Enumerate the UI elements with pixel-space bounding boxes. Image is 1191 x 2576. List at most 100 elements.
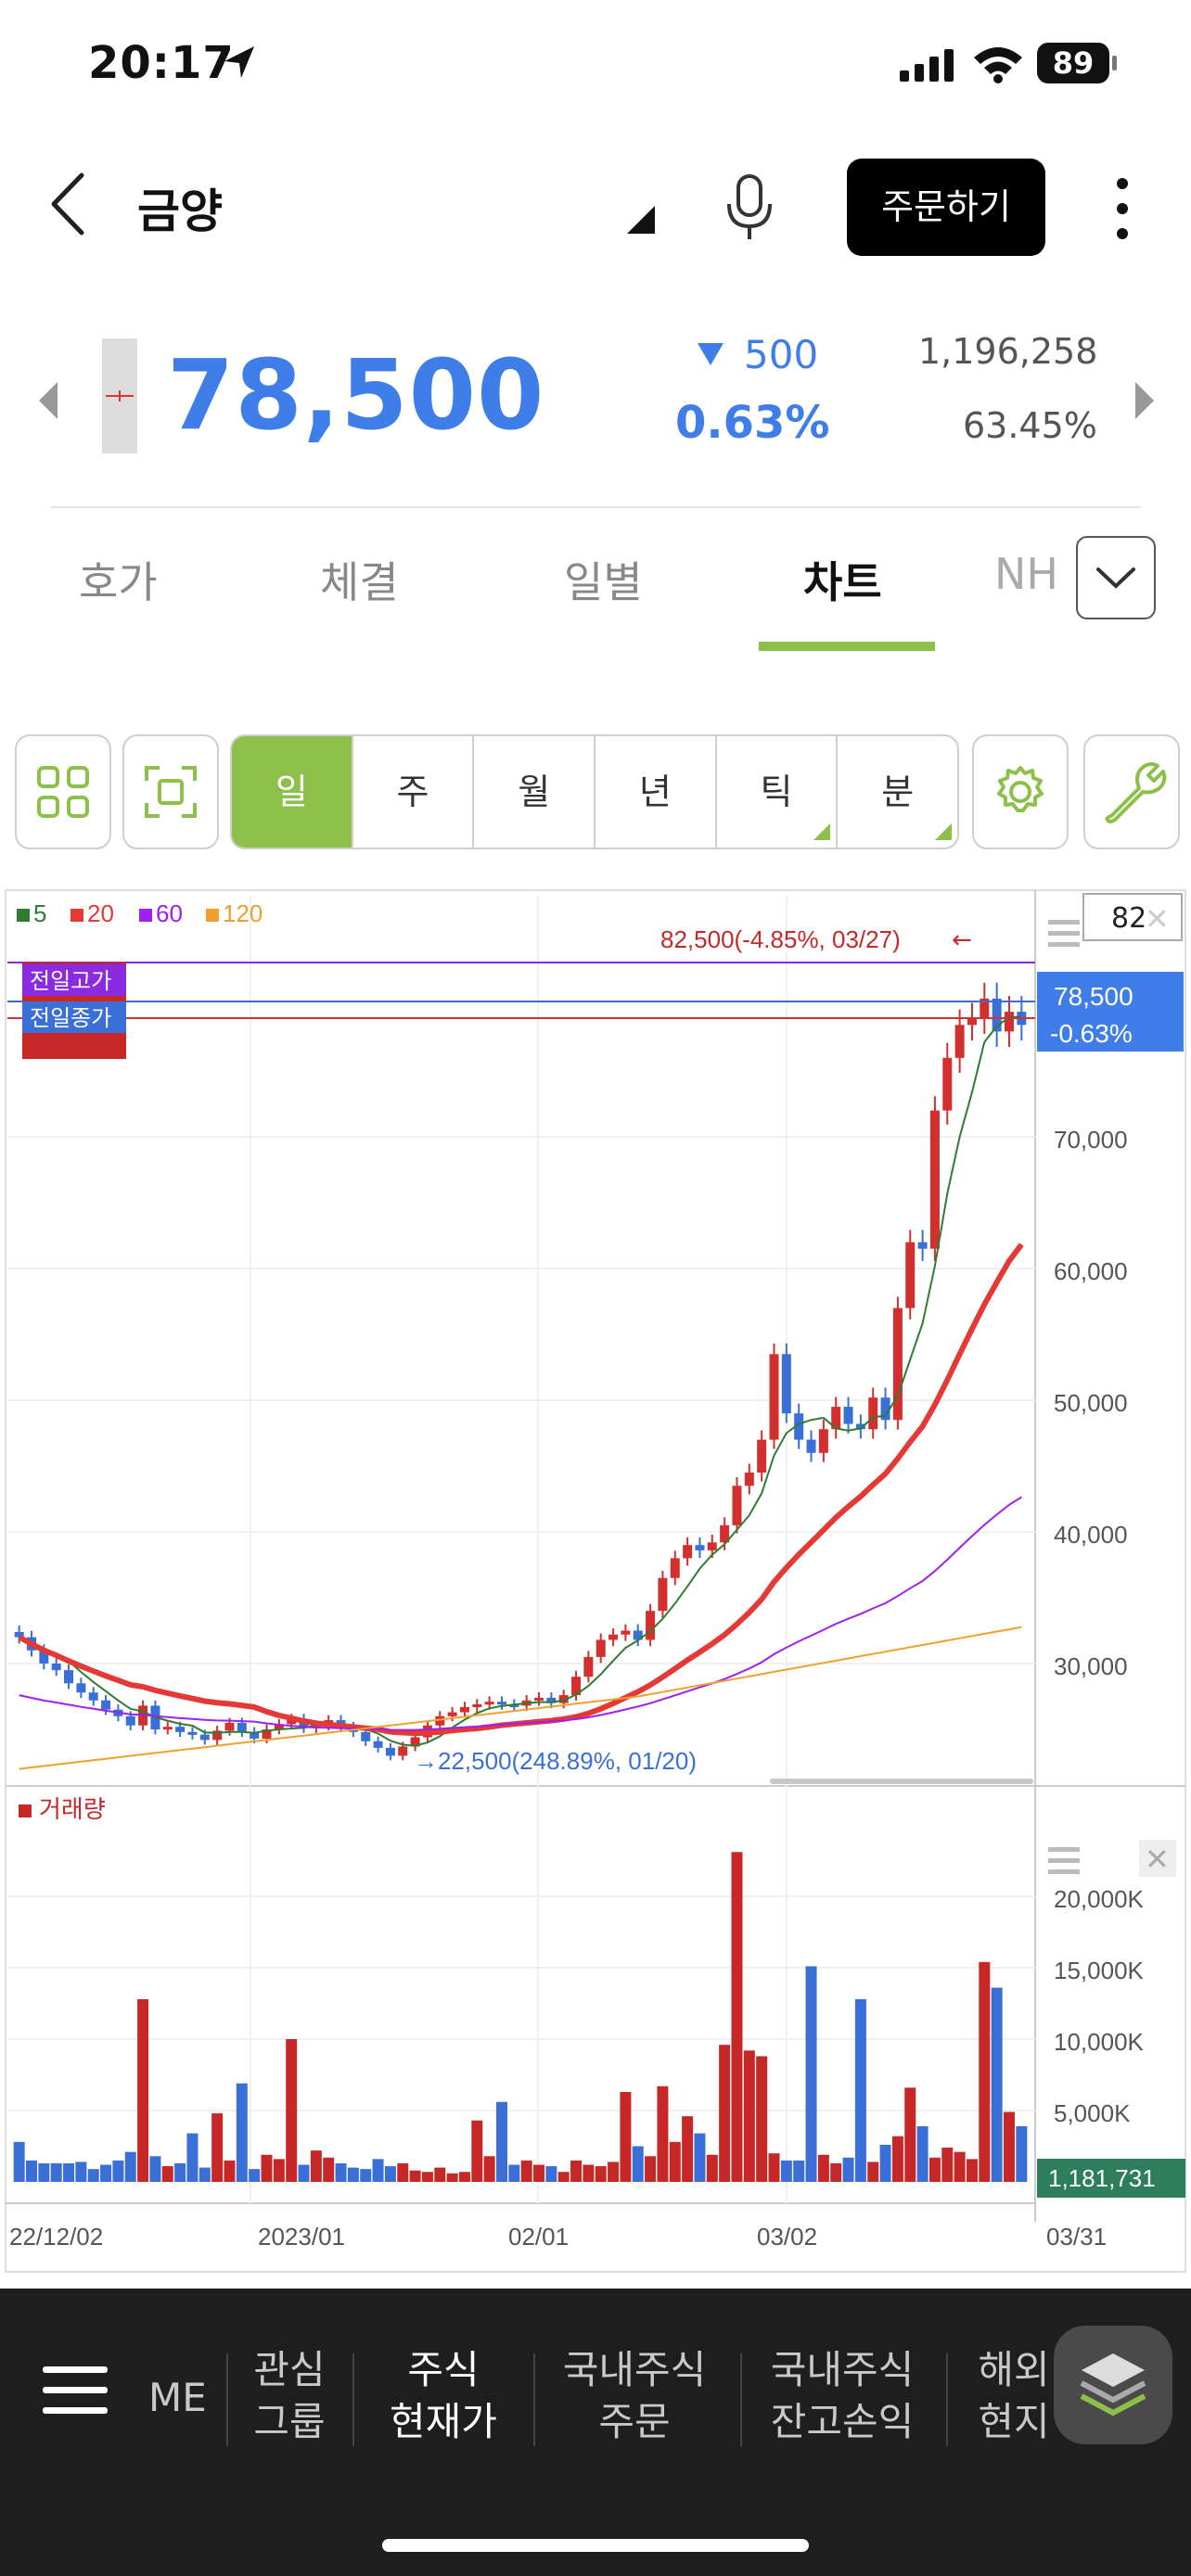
ma60-line bbox=[19, 1496, 1022, 1731]
price-axis-label: 40,000 bbox=[1054, 1521, 1128, 1549]
volume-bar bbox=[830, 2162, 842, 2182]
date-axis-label: 2023/01 bbox=[258, 2223, 345, 2251]
candle-body bbox=[175, 1727, 186, 1732]
nav-item-watchlist[interactable]: 관심 그룹 bbox=[243, 2344, 336, 2448]
tab-nh[interactable]: NH bbox=[994, 549, 1058, 599]
next-stock-arrow-icon[interactable] bbox=[1133, 380, 1156, 425]
stock-name[interactable]: 금양 bbox=[137, 185, 223, 238]
volume-bar bbox=[198, 2167, 211, 2182]
submenu-corner-icon bbox=[935, 823, 953, 840]
chart-tools-button[interactable] bbox=[1083, 734, 1180, 849]
prev-high-tag: 전일고가 bbox=[30, 968, 111, 994]
volume-bar bbox=[495, 2101, 507, 2182]
volume-bar bbox=[87, 2169, 99, 2182]
layers-button[interactable] bbox=[1054, 2326, 1172, 2444]
candle-body bbox=[596, 1639, 606, 1657]
period-month[interactable]: 월 bbox=[474, 736, 596, 848]
gear-icon bbox=[997, 766, 1044, 812]
home-indicator bbox=[382, 2539, 809, 2552]
candle-body bbox=[88, 1692, 98, 1701]
trade-volume: 1,196,258 bbox=[918, 331, 1098, 372]
candle-body bbox=[187, 1731, 198, 1735]
candle-body bbox=[459, 1706, 469, 1713]
volume-bar bbox=[731, 1852, 743, 2182]
period-week[interactable]: 주 bbox=[353, 736, 475, 848]
more-options-icon[interactable] bbox=[1113, 176, 1132, 245]
ma120-line bbox=[19, 1626, 1022, 1770]
volume-bar bbox=[545, 2166, 557, 2182]
tab-orderbook[interactable]: 호가 bbox=[79, 557, 158, 607]
fullscreen-button[interactable] bbox=[122, 734, 219, 849]
candle-body bbox=[76, 1683, 86, 1693]
volume-bar bbox=[916, 2125, 928, 2182]
candle-body bbox=[496, 1702, 506, 1705]
period-count-box bbox=[1082, 893, 1183, 941]
candle-body bbox=[125, 1715, 135, 1726]
period-count: 82 bbox=[1111, 902, 1146, 935]
hamburger-menu-icon[interactable] bbox=[39, 2363, 113, 2422]
candle-body bbox=[373, 1741, 383, 1748]
volume-bar bbox=[360, 2169, 372, 2182]
microphone-icon[interactable] bbox=[724, 174, 775, 245]
volume-bar bbox=[570, 2160, 583, 2182]
nav-item-domestic-balance[interactable]: 국내주식 잔고손익 bbox=[757, 2344, 928, 2448]
volume-bar bbox=[694, 2133, 706, 2182]
divider bbox=[51, 506, 1141, 508]
status-bar: 20:17 89 bbox=[0, 0, 1191, 130]
candle-body bbox=[224, 1722, 235, 1731]
candle-body bbox=[806, 1439, 816, 1453]
volume-bar bbox=[347, 2167, 359, 2182]
volume-bar bbox=[719, 2045, 731, 2182]
nav-item-overseas[interactable]: 해외 현지 bbox=[963, 2344, 1065, 2448]
prev-stock-arrow-icon[interactable] bbox=[37, 380, 59, 425]
back-chevron-icon[interactable] bbox=[46, 172, 87, 240]
period-tick[interactable]: 틱 bbox=[717, 736, 839, 848]
current-price: 78,500 bbox=[167, 338, 545, 452]
stock-chart[interactable]: 70,000 60,000 50,000 40,000 30,000 20,000K 15,… bbox=[0, 886, 1191, 2277]
period-year[interactable]: 년 bbox=[596, 736, 717, 848]
tab-chart[interactable]: 차트 bbox=[803, 557, 882, 607]
period-selector[interactable]: 일 주 월 년 틱 분 bbox=[230, 734, 959, 849]
indicator-grid-button[interactable] bbox=[15, 734, 111, 849]
candle-body bbox=[571, 1677, 582, 1696]
price-tag-bg bbox=[1037, 972, 1184, 1052]
volume-bar bbox=[483, 2156, 495, 2182]
volume-legend-swatch bbox=[19, 1804, 32, 1817]
candle-body bbox=[51, 1664, 61, 1671]
volume-bar bbox=[384, 2166, 396, 2182]
candle-body bbox=[646, 1611, 656, 1640]
close-icon: ✕ bbox=[1145, 901, 1170, 937]
order-button[interactable]: 주문하기 bbox=[847, 159, 1045, 256]
volume-bar bbox=[595, 2166, 607, 2182]
price-change: 500 bbox=[744, 332, 819, 377]
chart-settings-button[interactable] bbox=[972, 734, 1069, 849]
panel-menu-icon bbox=[1048, 942, 1080, 947]
chart-canvas[interactable]: 70,000 60,000 50,000 40,000 30,000 20,000K 15,… bbox=[0, 886, 1191, 2277]
volume-legend: 거래량 bbox=[39, 1796, 106, 1824]
nav-label: 해외 bbox=[978, 2347, 1050, 2392]
volume-bar bbox=[620, 2091, 632, 2182]
legend-label: 60 bbox=[156, 899, 183, 927]
candle-body bbox=[287, 1718, 297, 1725]
period-minute[interactable]: 분 bbox=[838, 736, 957, 848]
volume-axis-label: 10,000K bbox=[1054, 2028, 1145, 2056]
dropdown-triangle-icon[interactable] bbox=[627, 206, 655, 237]
candle-body bbox=[695, 1545, 705, 1550]
candle-body bbox=[980, 998, 990, 1019]
tab-expand-button[interactable] bbox=[1076, 536, 1156, 619]
nav-label: 관심 bbox=[253, 2347, 326, 2392]
period-day[interactable]: 일 bbox=[232, 736, 353, 848]
candle-body bbox=[658, 1577, 668, 1612]
nav-item-domestic-order[interactable]: 국내주식 주문 bbox=[549, 2344, 720, 2448]
location-arrow-icon bbox=[221, 45, 258, 85]
volume-bar bbox=[397, 2162, 409, 2182]
candle-body bbox=[905, 1242, 916, 1308]
tab-daily[interactable]: 일별 bbox=[564, 557, 643, 607]
candle-body bbox=[843, 1407, 853, 1424]
candle-body bbox=[212, 1730, 223, 1741]
nav-item-stock-price[interactable]: 주식 현재가 bbox=[369, 2344, 518, 2448]
volume-axis-label: 15,000K bbox=[1054, 1957, 1145, 1984]
tab-trades[interactable]: 체결 bbox=[320, 557, 399, 607]
nav-item-partial[interactable]: ME bbox=[148, 2375, 207, 2420]
layers-icon bbox=[1080, 2353, 1146, 2417]
